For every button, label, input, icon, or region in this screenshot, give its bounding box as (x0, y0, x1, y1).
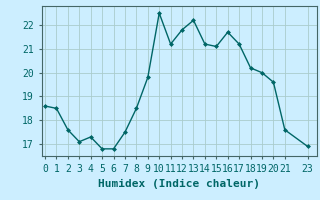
X-axis label: Humidex (Indice chaleur): Humidex (Indice chaleur) (98, 179, 260, 189)
